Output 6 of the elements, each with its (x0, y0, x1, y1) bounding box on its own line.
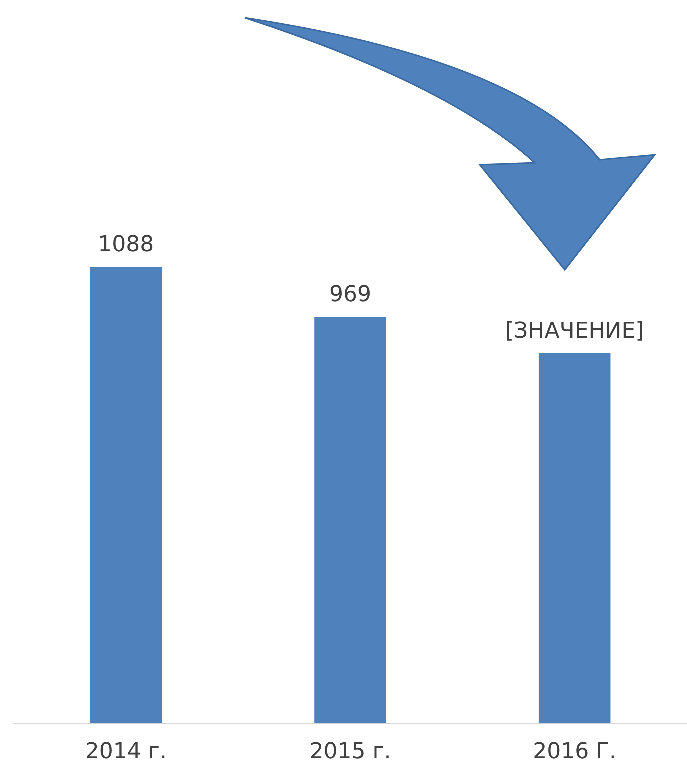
data-label: 969 (330, 282, 372, 308)
x-tick-label: 2016 Г. (533, 740, 617, 765)
data-label: [ЗНАЧЕНИЕ] (505, 318, 644, 344)
x-tick-label: 2014 г. (85, 740, 167, 765)
data-label: 1088 (98, 232, 154, 258)
x-tick-label: 2015 г. (310, 740, 392, 765)
